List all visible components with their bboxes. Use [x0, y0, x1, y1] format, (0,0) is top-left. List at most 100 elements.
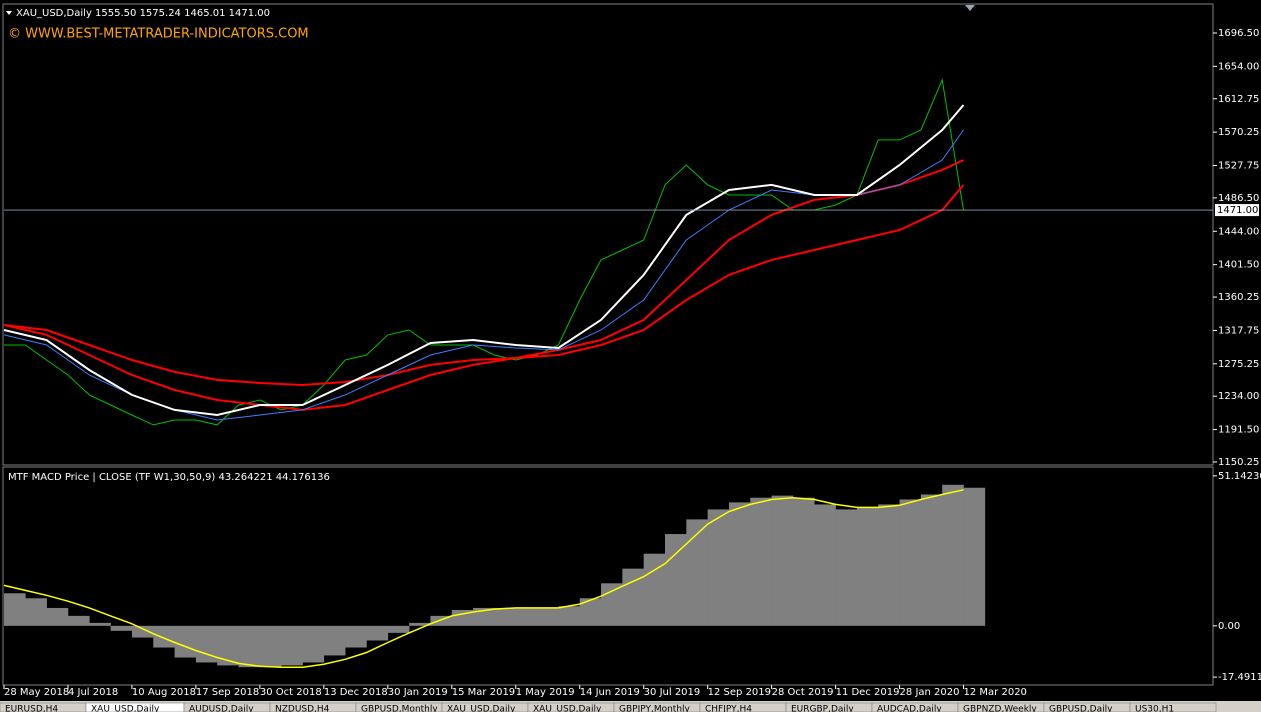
y-tick-label: 1191.50 [1218, 425, 1259, 436]
bar [899, 499, 922, 626]
bar [46, 607, 69, 626]
bar [366, 625, 389, 641]
watermark: © WWW.BEST-METATRADER-INDICATORS.COM [8, 27, 309, 42]
bar [345, 625, 367, 648]
tab-label[interactable]: NZDUSD,H4 [275, 705, 330, 712]
bar [942, 484, 964, 626]
shift-marker [965, 5, 975, 11]
x-tick-label: 17 Sep 2018 [196, 687, 259, 698]
x-tick-label: 30 Oct 2018 [260, 687, 322, 698]
y-tick-label: 1654.00 [1218, 61, 1259, 72]
tab-label[interactable]: EURUSD,H4 [5, 705, 58, 712]
tab-label[interactable]: GBPUSD,Daily [1049, 705, 1113, 712]
y-tick-label: 1444.00 [1218, 226, 1259, 237]
bar [217, 625, 239, 666]
bar [473, 607, 495, 626]
y-tick-label: 1696.50 [1218, 28, 1259, 39]
tabs: EURUSD,H4 XAU_USD,Daily AUDUSD,Daily NZDUSD… [0, 702, 1217, 712]
bar [153, 625, 175, 648]
bar [771, 495, 794, 626]
y-tick-label: 1612.75 [1218, 94, 1259, 105]
x-tick-label: 12 Sep 2019 [708, 687, 771, 698]
bar [537, 607, 559, 626]
chart-title: XAU_USD,Daily 1555.50 1575.24 1465.01 14… [16, 8, 270, 19]
bar [195, 625, 218, 663]
bar [707, 509, 730, 626]
x-tick-label: 12 Mar 2020 [964, 687, 1027, 698]
indicator-title: MTF MACD Price | CLOSE (TF W1,30,50,9) 4… [8, 472, 330, 483]
bar [728, 502, 751, 626]
bar [238, 625, 261, 668]
tab-label[interactable]: EURGBP,Daily [791, 705, 854, 712]
bar [451, 609, 474, 626]
bar [878, 504, 900, 626]
bar [750, 497, 772, 626]
y-tick-label: 1570.25 [1218, 127, 1259, 138]
series-line [3, 104, 965, 417]
bar [835, 509, 858, 626]
bar [174, 625, 197, 658]
bar [515, 607, 538, 626]
tab-label[interactable]: US30,H1 [1135, 705, 1174, 712]
bar [89, 622, 111, 626]
tab-label[interactable]: GBPUSD,Monthly [361, 705, 438, 712]
tab-label[interactable]: GBPNZD,Weekly [963, 705, 1037, 712]
tab-label[interactable]: XAU_USD,Daily [447, 705, 516, 712]
bar [579, 598, 602, 626]
y-tick-label: 1150.25 [1218, 457, 1259, 468]
bar [622, 568, 644, 626]
series-line [3, 489, 964, 668]
bar [856, 507, 879, 626]
bar [25, 598, 47, 626]
y-tick-label: 1275.25 [1218, 359, 1259, 370]
bar [67, 615, 90, 626]
x-tick-label: 28 May 2018 [4, 687, 69, 698]
tab[interactable] [1129, 702, 1217, 712]
x-tick-label: 4 Jul 2018 [68, 687, 118, 698]
bar [387, 625, 410, 633]
bar [686, 519, 708, 626]
y-tick-label: 1401.50 [1218, 260, 1259, 271]
last-price-box [1215, 204, 1259, 217]
x-tick-label: 28 Oct 2019 [772, 687, 834, 698]
bar [814, 504, 836, 626]
bar [110, 625, 133, 631]
bar [920, 494, 943, 626]
tab-label[interactable]: GBPJPY,Monthly [619, 705, 691, 712]
tab-label[interactable]: CHFJPY,H4 [705, 705, 752, 712]
bar [643, 553, 666, 626]
macd-frame [2, 466, 1214, 686]
bar [665, 534, 687, 626]
x-tick-label: 1 May 2019 [516, 687, 575, 698]
menu-arrow [6, 11, 12, 15]
y-tick-label: 1234.00 [1218, 391, 1259, 402]
bar [792, 497, 815, 626]
tab-label[interactable]: XAU_USD,Daily [533, 705, 602, 712]
y-tick-label: 1486.50 [1218, 193, 1259, 204]
x-tick-label: 15 Mar 2019 [452, 687, 515, 698]
bar [259, 625, 282, 668]
y-tick-label: 1360.25 [1218, 292, 1259, 303]
bar [302, 625, 325, 663]
x-tick-label: 30 Jul 2019 [644, 687, 701, 698]
y-tick-label: 1527.75 [1218, 161, 1259, 172]
last-price-label: 1471.00 [1217, 205, 1258, 216]
tab-label[interactable]: AUDCAD,Daily [877, 705, 942, 712]
x-tick-label: 11 Dec 2019 [836, 687, 900, 698]
bar [601, 583, 623, 626]
x-tick-label: 28 Jan 2020 [900, 687, 960, 698]
bar [131, 625, 154, 638]
series-line [3, 159, 964, 411]
x-tick-label: 13 Dec 2018 [324, 687, 388, 698]
y-tick-label: 1317.75 [1218, 325, 1259, 336]
tab-label[interactable]: XAU_USD,Daily [91, 705, 160, 712]
bar [963, 487, 986, 626]
y-tick-label: -17.49110 [1218, 672, 1261, 683]
main-frame [2, 3, 1214, 466]
tab-label[interactable]: AUDUSD,Daily [189, 705, 254, 712]
bar [323, 625, 346, 656]
x-tick-label: 10 Aug 2018 [132, 687, 196, 698]
series-line [3, 184, 965, 387]
